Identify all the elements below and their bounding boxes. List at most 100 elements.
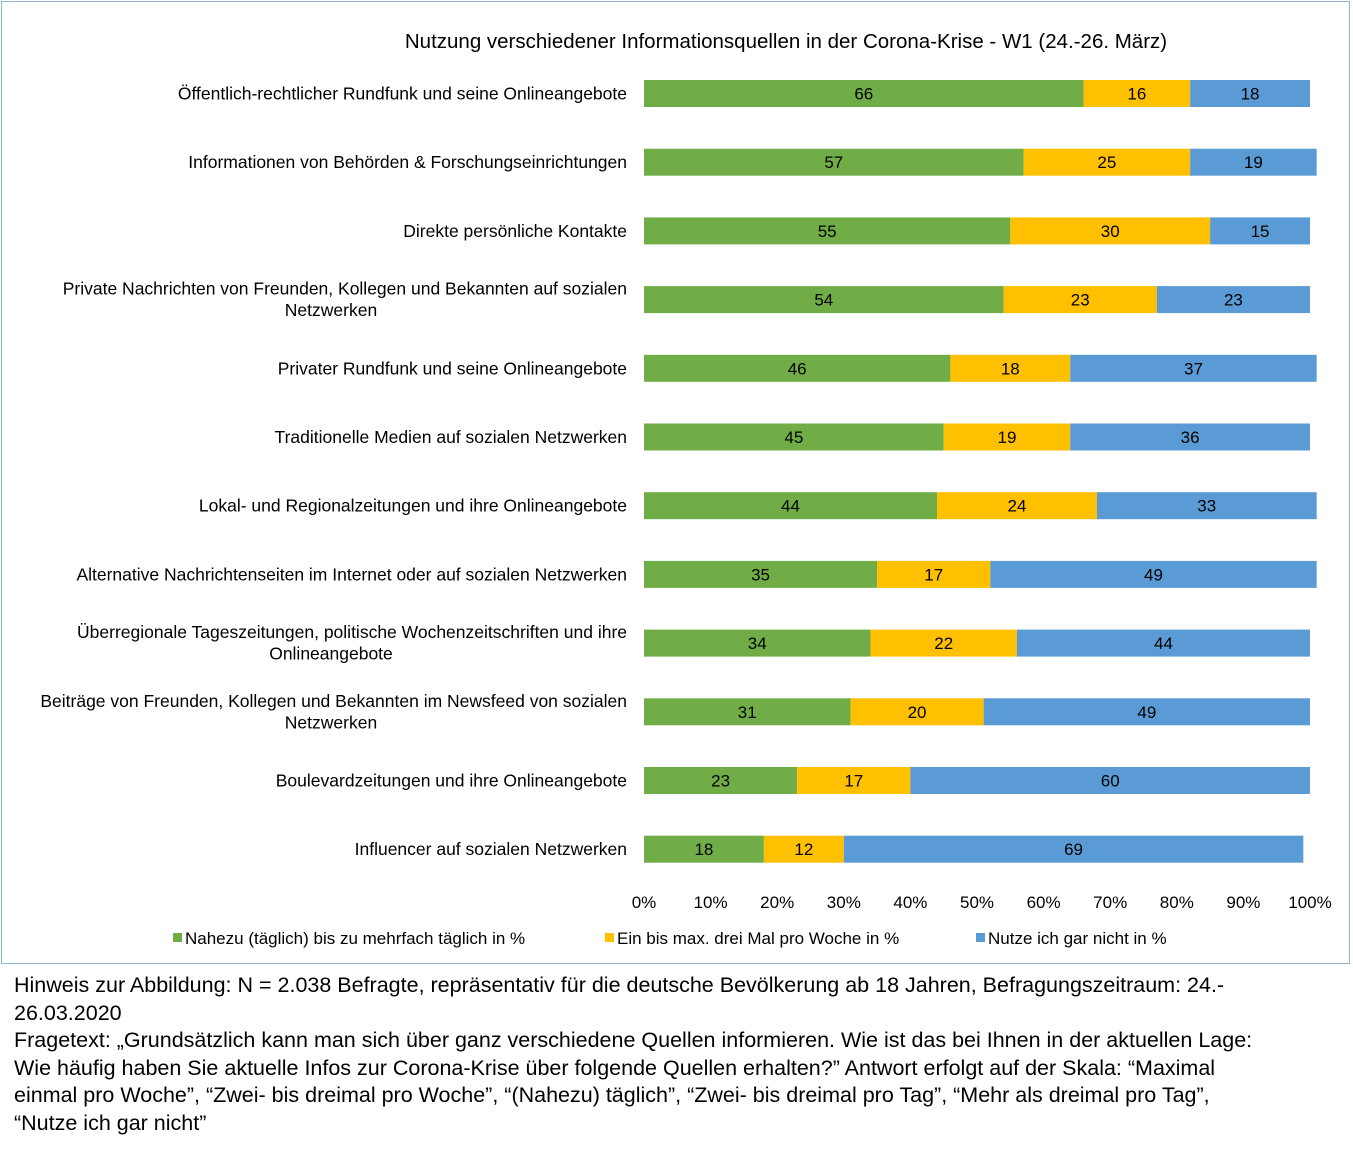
bar-segment <box>644 148 1024 176</box>
category-label-line: Beiträge von Freunden, Kollegen und Beka… <box>40 691 627 711</box>
x-tick-label: 50% <box>960 893 994 912</box>
data-label: 18 <box>1241 85 1260 104</box>
category-label: Überregionale Tageszeitungen, politische… <box>77 622 627 664</box>
bar-segment <box>1210 217 1310 245</box>
category-label-line: Netzwerken <box>285 712 377 732</box>
data-label: 20 <box>908 703 927 722</box>
bar-segment <box>870 629 1017 657</box>
category-label-line: Netzwerken <box>285 300 377 320</box>
bar-segment <box>1070 354 1317 382</box>
data-label: 45 <box>784 428 803 447</box>
category-label: Informationen von Behörden & Forschungse… <box>188 152 627 172</box>
note-line: Hinweis zur Abbildung: N = 2.038 Befragt… <box>14 973 1225 997</box>
category-label: Öffentlich-rechtlicher Rundfunk und sein… <box>178 84 627 104</box>
bar-segment <box>990 560 1317 588</box>
bar-segment <box>943 423 1071 451</box>
data-label: 12 <box>794 840 813 859</box>
bar-segment <box>763 835 844 863</box>
bar-segment <box>644 217 1011 245</box>
bar-segment <box>877 560 991 588</box>
data-label: 18 <box>694 840 713 859</box>
note-line: einmal pro Woche”, “Zwei- bis dreimal pr… <box>14 1083 1210 1107</box>
data-label: 57 <box>824 153 843 172</box>
bar-segment <box>797 767 911 794</box>
x-tick-label: 40% <box>893 893 927 912</box>
legend-swatch <box>976 933 985 942</box>
bar-segment <box>1156 286 1310 314</box>
bar-segment <box>644 423 944 451</box>
category-label: Influencer auf sozialen Netzwerken <box>355 839 627 859</box>
category-label: Private Nachrichten von Freunden, Kolleg… <box>63 279 627 321</box>
data-label: 23 <box>1071 291 1090 310</box>
data-label: 66 <box>854 85 873 104</box>
data-label: 19 <box>1244 153 1263 172</box>
data-label: 19 <box>998 428 1017 447</box>
bar-segment <box>1083 80 1191 107</box>
bar-segment <box>1190 148 1317 176</box>
legend-label: Nahezu (täglich) bis zu mehrfach täglich… <box>185 929 525 948</box>
category-label: Direkte persönliche Kontakte <box>403 221 627 241</box>
bar-segment <box>644 767 798 794</box>
bar-segment <box>1010 217 1211 245</box>
note-line: Wie häufig haben Sie aktuelle Infos zur … <box>14 1055 1216 1080</box>
category-label-line: Onlineangebote <box>269 644 393 664</box>
bar-segment <box>644 698 851 726</box>
data-label: 24 <box>1007 497 1026 516</box>
bar-segment <box>1003 286 1157 314</box>
data-label: 60 <box>1101 772 1120 791</box>
bar-segment <box>983 698 1310 726</box>
legend-swatch <box>605 933 614 942</box>
bar-segment <box>644 80 1084 107</box>
stacked-bar-chart: Nutzung verschiedener Informationsquelle… <box>40 30 1332 948</box>
bar-segment <box>910 767 1310 794</box>
data-label: 49 <box>1144 565 1163 584</box>
data-label: 30 <box>1101 222 1120 241</box>
category-label: Traditionelle Medien auf sozialen Netzwe… <box>275 427 627 447</box>
x-axis-ticks: 0% 10% 20% 30% 40% 50% 60% 70% 80% 90% 100% <box>632 893 1332 912</box>
legend-swatch <box>173 933 182 942</box>
bar-segment <box>644 560 878 588</box>
category-label: Privater Rundfunk und seine Onlineangebo… <box>278 358 627 378</box>
data-label: 33 <box>1197 497 1216 516</box>
x-tick-label: 60% <box>1027 893 1061 912</box>
bar-segment <box>1096 492 1317 520</box>
bar-segment <box>850 698 984 726</box>
data-label: 34 <box>748 634 767 653</box>
bar-segment <box>1016 629 1310 657</box>
figure-note: Hinweis zur Abbildung: N = 2.038 Befragt… <box>14 972 1339 1137</box>
data-label: 17 <box>844 772 863 791</box>
bar-segment <box>644 629 871 657</box>
x-tick-label: 100% <box>1288 893 1331 912</box>
note-line: “Nutze ich gar nicht” <box>14 1110 207 1135</box>
bar-segment <box>1190 80 1310 107</box>
bar-segment <box>1070 423 1310 451</box>
bar-segment <box>937 492 1097 520</box>
data-label: 37 <box>1184 359 1203 378</box>
bar-segment <box>950 354 1071 382</box>
data-label: 36 <box>1181 428 1200 447</box>
note-line: 26.03.2020 <box>14 1000 122 1025</box>
data-label: 49 <box>1137 703 1156 722</box>
bar-segment <box>843 835 1304 863</box>
chart-title: Nutzung verschiedener Informationsquelle… <box>405 30 1167 53</box>
x-tick-label: 70% <box>1093 893 1127 912</box>
x-tick-label: 10% <box>694 893 728 912</box>
data-label: 18 <box>1001 359 1020 378</box>
data-label: 55 <box>818 222 837 241</box>
bar-segment <box>644 492 938 520</box>
category-label: Alternative Nachrichtenseiten im Interne… <box>76 564 627 584</box>
data-label: 23 <box>711 772 730 791</box>
bar-segment <box>1023 148 1191 176</box>
data-label: 54 <box>814 291 833 310</box>
category-label: Beiträge von Freunden, Kollegen und Beka… <box>40 691 627 733</box>
data-label: 22 <box>934 634 953 653</box>
data-label: 46 <box>788 359 807 378</box>
x-tick-label: 0% <box>632 893 657 912</box>
x-tick-label: 90% <box>1226 893 1260 912</box>
data-label: 35 <box>751 565 770 584</box>
category-label: Lokal- und Regionalzeitungen und ihre On… <box>199 496 627 516</box>
data-label: 31 <box>738 703 757 722</box>
category-label-line: Überregionale Tageszeitungen, politische… <box>77 622 627 642</box>
data-label: 44 <box>781 497 800 516</box>
bars: 66 16 18 57 25 19 55 30 15 54 23 23 46 18 37 45 19 36 44 24… <box>644 80 1317 863</box>
